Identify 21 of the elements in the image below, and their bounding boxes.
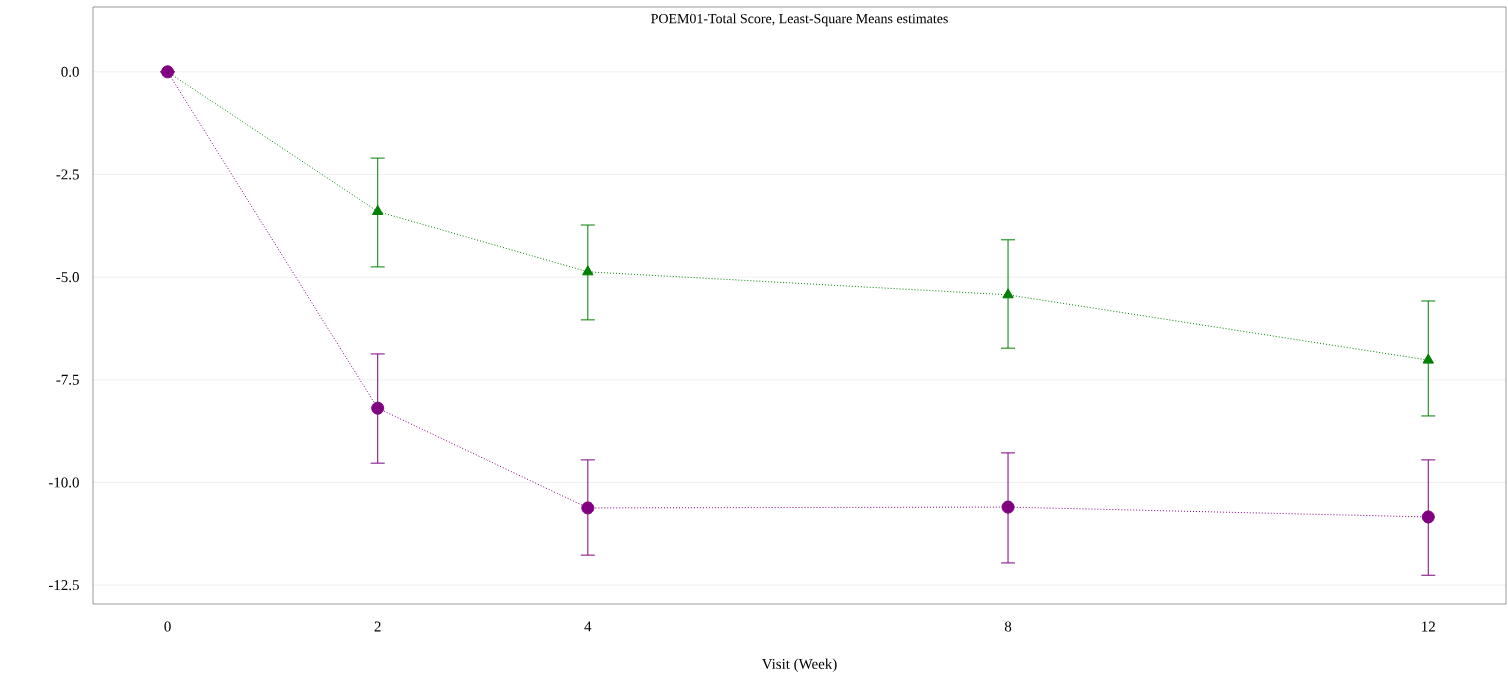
point (372, 204, 384, 215)
y-tick-label: -2.5 (56, 169, 79, 180)
point (582, 265, 594, 276)
y-tick-label: 0.0 (61, 66, 79, 77)
x-tick-label: 12 (1422, 621, 1435, 632)
point (371, 401, 385, 415)
point (1001, 500, 1015, 514)
y-tick-label: -12.5 (48, 580, 79, 591)
x-axis-title: Visit (Week) (761, 658, 837, 672)
x-tick-label: 2 (374, 621, 381, 632)
point (581, 501, 595, 515)
y-tick-label: -5.0 (56, 272, 79, 283)
point (1002, 288, 1014, 299)
point (1421, 510, 1435, 524)
y-tick-label: -10.0 (48, 477, 79, 488)
y-tick-label: -7.5 (56, 374, 79, 385)
x-tick-label: 4 (584, 621, 592, 632)
x-tick-label: 0 (164, 621, 171, 632)
point (1422, 353, 1434, 364)
x-tick-label: 8 (1004, 621, 1012, 632)
chart-title: POEM01-Total Score, Least-Square Means estimates (651, 13, 948, 27)
